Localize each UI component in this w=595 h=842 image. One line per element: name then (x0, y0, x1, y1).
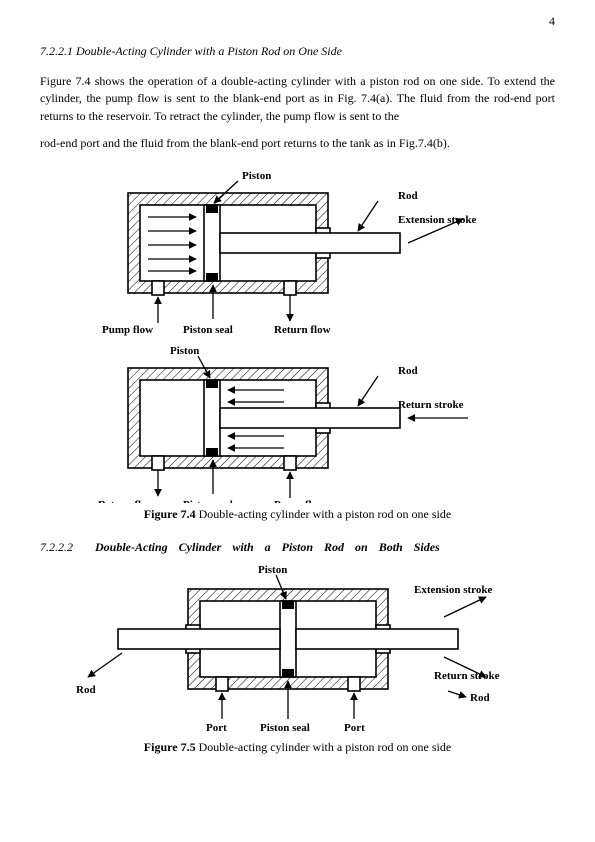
label-extension-stroke-c: Extension stroke (414, 584, 492, 596)
figure-7-4-label: Figure 7.4 (144, 507, 196, 521)
paragraph-1: Figure 7.4 shows the operation of a doub… (40, 73, 555, 125)
figure-7-5: Piston Extension stroke Return stroke Ro… (40, 561, 555, 765)
page: 4 7.2.2.1 Double-Acting Cylinder with a … (0, 0, 595, 842)
figure-7-4-caption: Figure 7.4 Double-acting cylinder with a… (144, 507, 451, 522)
label-return-flow: Return flow (274, 324, 331, 336)
section-heading-2-number: 7.2.2.2 (40, 540, 73, 554)
figure-7-4-text: Double-acting cylinder with a piston rod… (196, 507, 452, 521)
figure-7-5-label: Figure 7.5 (144, 740, 196, 754)
section-heading-2-text: Double-Acting Cylinder with a Piston Rod… (95, 540, 440, 554)
figure-7-4-svg: Piston Rod Extension stroke Pump flow Pi… (78, 163, 518, 503)
label-rod-b: Rod (398, 365, 418, 377)
label-rod-right: Rod (470, 692, 490, 704)
label-return-stroke-c: Return stroke (434, 670, 500, 682)
section-heading-1: 7.2.2.1 Double-Acting Cylinder with a Pi… (40, 44, 555, 59)
paragraph-2: rod-end port and the fluid from the blan… (40, 135, 555, 152)
label-piston-seal-c: Piston seal (260, 722, 310, 734)
label-extension-stroke: Extension stroke (398, 214, 476, 226)
label-pump-flow: Pump flow (102, 324, 153, 336)
label-rod-left: Rod (76, 684, 96, 696)
label-rod: Rod (398, 190, 418, 202)
label-piston-seal-b: Piston seal (183, 499, 233, 503)
label-piston: Piston (242, 170, 271, 182)
label-return-stroke: Return stroke (398, 399, 464, 411)
label-piston-c: Piston (258, 564, 287, 576)
label-return-flow-b: Return flow (98, 499, 155, 503)
figure-7-5-text: Double-acting cylinder with a piston rod… (196, 740, 452, 754)
label-piston-b: Piston (170, 345, 199, 357)
section-heading-2: 7.2.2.2 Double-Acting Cylinder with a Pi… (40, 540, 555, 555)
page-number: 4 (549, 14, 555, 29)
label-piston-seal: Piston seal (183, 324, 233, 336)
label-port-left: Port (206, 722, 227, 734)
label-pump-flow-b: Pump flow (274, 499, 325, 503)
figure-7-4: Piston Rod Extension stroke Pump flow Pi… (40, 163, 555, 532)
figure-7-5-caption: Figure 7.5 Double-acting cylinder with a… (144, 740, 451, 755)
figure-7-5-svg: Piston Extension stroke Return stroke Ro… (68, 561, 528, 736)
label-port-right: Port (344, 722, 365, 734)
